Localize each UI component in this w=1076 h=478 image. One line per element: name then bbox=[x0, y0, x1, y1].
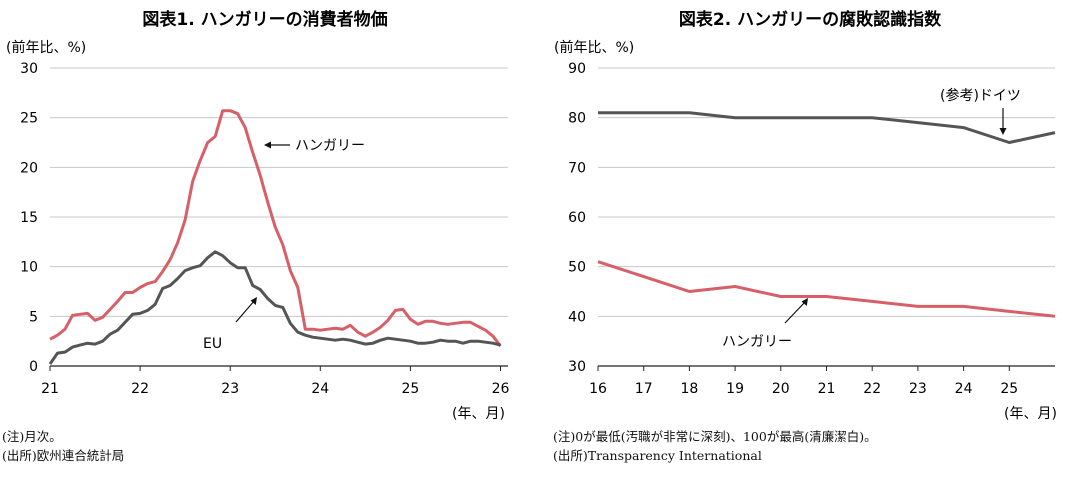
chart1-annotation-hungary-label: ハンガリー bbox=[295, 138, 365, 154]
x-tick-label: 21 bbox=[818, 381, 836, 397]
y-tick-label: 15 bbox=[20, 210, 38, 226]
chart2-x-ticks: 16 17 18 19 20 21 22 23 24 25 bbox=[589, 366, 1018, 397]
chart2-annotation-hungary-arrowhead bbox=[801, 298, 808, 306]
x-tick-label: 23 bbox=[909, 381, 927, 397]
y-tick-label: 25 bbox=[20, 111, 38, 127]
x-tick-label: 24 bbox=[955, 381, 973, 397]
x-tick-label: 22 bbox=[131, 381, 149, 397]
chart1-y-ticks: 0 5 10 15 20 25 30 bbox=[20, 61, 38, 375]
chart2-annotation-germany-arrowhead bbox=[999, 128, 1007, 135]
chart1-annotation-hungary-arrowhead bbox=[264, 141, 271, 149]
chart1-y-unit: (前年比、%) bbox=[6, 39, 86, 56]
chart1-series-eu-line bbox=[48, 250, 501, 365]
x-tick-label: 25 bbox=[1000, 381, 1018, 397]
y-tick-label: 70 bbox=[568, 160, 586, 176]
chart1-gridlines bbox=[50, 67, 508, 367]
x-tick-label: 21 bbox=[41, 381, 59, 397]
chart2-y-unit: (前年比、%) bbox=[554, 39, 634, 56]
y-tick-label: 20 bbox=[20, 160, 38, 176]
chart1-series-hungary-line bbox=[49, 109, 502, 348]
chart2-title: 図表2. ハンガリーの腐敗認識指数 bbox=[679, 9, 942, 30]
x-tick-label: 17 bbox=[635, 381, 653, 397]
y-tick-label: 0 bbox=[29, 359, 38, 375]
y-tick-label: 30 bbox=[20, 61, 38, 77]
y-tick-label: 90 bbox=[568, 61, 586, 77]
x-tick-label: 20 bbox=[772, 381, 790, 397]
x-tick-label: 18 bbox=[680, 381, 698, 397]
chart1-annotation-eu: EU bbox=[203, 297, 257, 352]
y-tick-label: 5 bbox=[29, 309, 38, 325]
chart2-source: (出所)Transparency International bbox=[553, 448, 762, 463]
chart1-title: 図表1. ハンガリーの消費者物価 bbox=[142, 9, 387, 30]
y-tick-label: 60 bbox=[568, 210, 586, 226]
chart1-annotation-eu-arrowhead bbox=[250, 297, 257, 305]
y-tick-label: 80 bbox=[568, 111, 586, 127]
chart2-annotation-hungary-arrow bbox=[784, 300, 807, 324]
x-tick-label: 23 bbox=[221, 381, 239, 397]
chart2-notes: (注)0が最低(汚職が非常に深刻)、100が最高(清廉潔白)。 (出所)Tran… bbox=[553, 427, 877, 465]
chart2-annotation-germany-label: (参考)ドイツ bbox=[940, 87, 1021, 104]
x-tick-label: 19 bbox=[726, 381, 744, 397]
chart2-annotation-germany: (参考)ドイツ bbox=[940, 87, 1021, 135]
x-tick-label: 22 bbox=[863, 381, 881, 397]
chart1-note: (注)月次。 bbox=[2, 429, 62, 444]
y-tick-label: 30 bbox=[568, 359, 586, 375]
x-tick-label: 16 bbox=[589, 381, 607, 397]
chart2-annotation-hungary: ハンガリー bbox=[722, 298, 808, 350]
chart1-source: (出所)欧州連合統計局 bbox=[2, 448, 125, 463]
chart2-annotation-hungary-label: ハンガリー bbox=[722, 334, 792, 350]
x-tick-label: 26 bbox=[492, 381, 510, 397]
chart1-annotation-eu-label: EU bbox=[203, 336, 222, 352]
chart2-series-hungary-line bbox=[597, 260, 1056, 318]
chart1-x-unit: (年、月) bbox=[452, 406, 505, 422]
y-tick-label: 40 bbox=[568, 309, 586, 325]
chart1-annotation-eu-arrow bbox=[235, 299, 256, 323]
x-tick-label: 25 bbox=[401, 381, 419, 397]
y-tick-label: 10 bbox=[20, 260, 38, 276]
chart1-x-ticks: 21 22 23 24 25 26 bbox=[41, 366, 509, 397]
x-tick-label: 24 bbox=[311, 381, 329, 397]
chart2-note: (注)0が最低(汚職が非常に深刻)、100が最高(清廉潔白)。 bbox=[553, 429, 877, 444]
y-tick-label: 50 bbox=[568, 260, 586, 276]
chart1-notes: (注)月次。 (出所)欧州連合統計局 bbox=[2, 427, 124, 465]
chart2-series-germany-line bbox=[598, 111, 1056, 144]
chart2-y-ticks: 30 40 50 60 70 80 90 bbox=[568, 61, 586, 375]
chart2-x-unit: (年、月) bbox=[1004, 406, 1057, 422]
chart1-annotation-hungary: ハンガリー bbox=[264, 138, 365, 154]
